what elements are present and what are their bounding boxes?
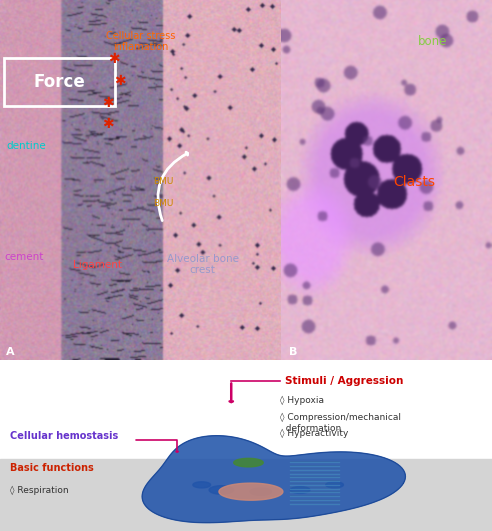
Text: ✱: ✱ bbox=[114, 74, 125, 88]
Text: ◊ Compression/mechanical
  deformation: ◊ Compression/mechanical deformation bbox=[280, 412, 401, 433]
Polygon shape bbox=[193, 482, 211, 488]
Text: Alveolar bone
crest: Alveolar bone crest bbox=[167, 254, 239, 276]
Polygon shape bbox=[250, 488, 272, 495]
Text: Clasts: Clasts bbox=[393, 175, 435, 189]
Text: dentine: dentine bbox=[7, 141, 47, 151]
Polygon shape bbox=[234, 458, 263, 467]
Text: B: B bbox=[289, 347, 297, 357]
Bar bbox=[0, 459, 492, 531]
Text: cement: cement bbox=[4, 252, 44, 262]
Text: Stimuli / Aggression: Stimuli / Aggression bbox=[285, 375, 404, 386]
Text: Force: Force bbox=[33, 73, 85, 91]
Text: ◊ Respiration: ◊ Respiration bbox=[10, 485, 68, 495]
Polygon shape bbox=[142, 436, 405, 523]
Text: ✱: ✱ bbox=[102, 96, 114, 109]
Text: A: A bbox=[5, 347, 14, 357]
Text: bone: bone bbox=[418, 35, 448, 48]
Polygon shape bbox=[290, 486, 310, 493]
Text: ✱: ✱ bbox=[108, 53, 120, 66]
Text: Cellular hemostasis: Cellular hemostasis bbox=[10, 431, 118, 441]
Text: Cellular stress
inflamation: Cellular stress inflamation bbox=[106, 31, 176, 52]
Text: ✱: ✱ bbox=[102, 117, 114, 131]
Polygon shape bbox=[326, 482, 343, 488]
Text: ◊ Hypoxia: ◊ Hypoxia bbox=[280, 396, 324, 405]
Text: BMU: BMU bbox=[154, 177, 174, 186]
Text: ◊ Hyperactivity: ◊ Hyperactivity bbox=[280, 429, 349, 438]
Text: BMU: BMU bbox=[154, 199, 174, 208]
Polygon shape bbox=[209, 486, 234, 494]
Text: Ligament: Ligament bbox=[73, 260, 122, 270]
Text: Basic functions: Basic functions bbox=[10, 463, 93, 473]
Polygon shape bbox=[219, 483, 283, 500]
Bar bbox=[0, 360, 492, 459]
